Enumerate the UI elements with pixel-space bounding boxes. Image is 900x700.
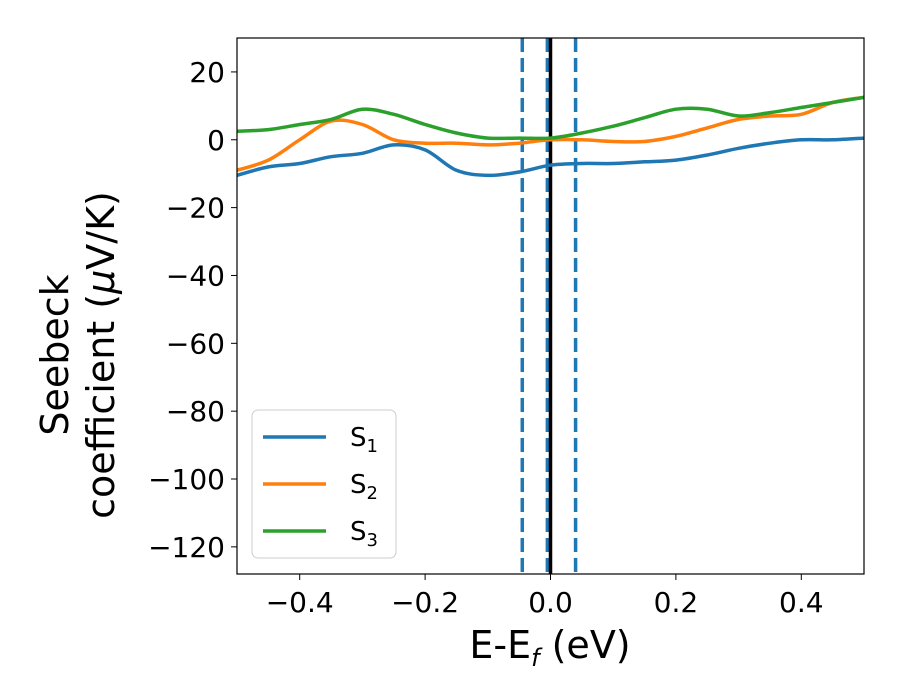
x-tick-label: 0.0 [528,586,573,619]
x-axis-title: E-Ef (eV) [469,623,630,672]
x-tick-label: −0.2 [391,586,459,619]
x-tick-label: 0.4 [779,586,824,619]
series-line-s3 [237,95,864,141]
y-tick-label: 20 [189,56,225,89]
y-tick-label: −60 [166,327,225,360]
y-tick-label: 0 [207,124,225,157]
y-axis-title-line1: Seebeck [33,274,77,435]
y-tick-label: −80 [166,395,225,428]
y-axis-title-line2: coefficient (μV/K) [79,191,123,519]
series-line-s1 [237,136,864,178]
legend-label-s2: S2 [350,470,378,504]
legend-label-s1: S1 [350,423,378,457]
legend: S1 S2 S3 [251,409,397,559]
y-tick-label: −120 [148,531,225,564]
y-tick-label: −40 [166,259,225,292]
y-tick-label: −100 [148,463,225,496]
x-axis-title-tail: (eV) [540,623,631,667]
y-tick-label: −20 [166,192,225,225]
legend-label-s3: S3 [350,517,378,551]
x-tick-label: −0.4 [266,586,334,619]
x-tick-label: 0.2 [654,586,699,619]
y-axis-title-mu: μ [79,270,123,295]
